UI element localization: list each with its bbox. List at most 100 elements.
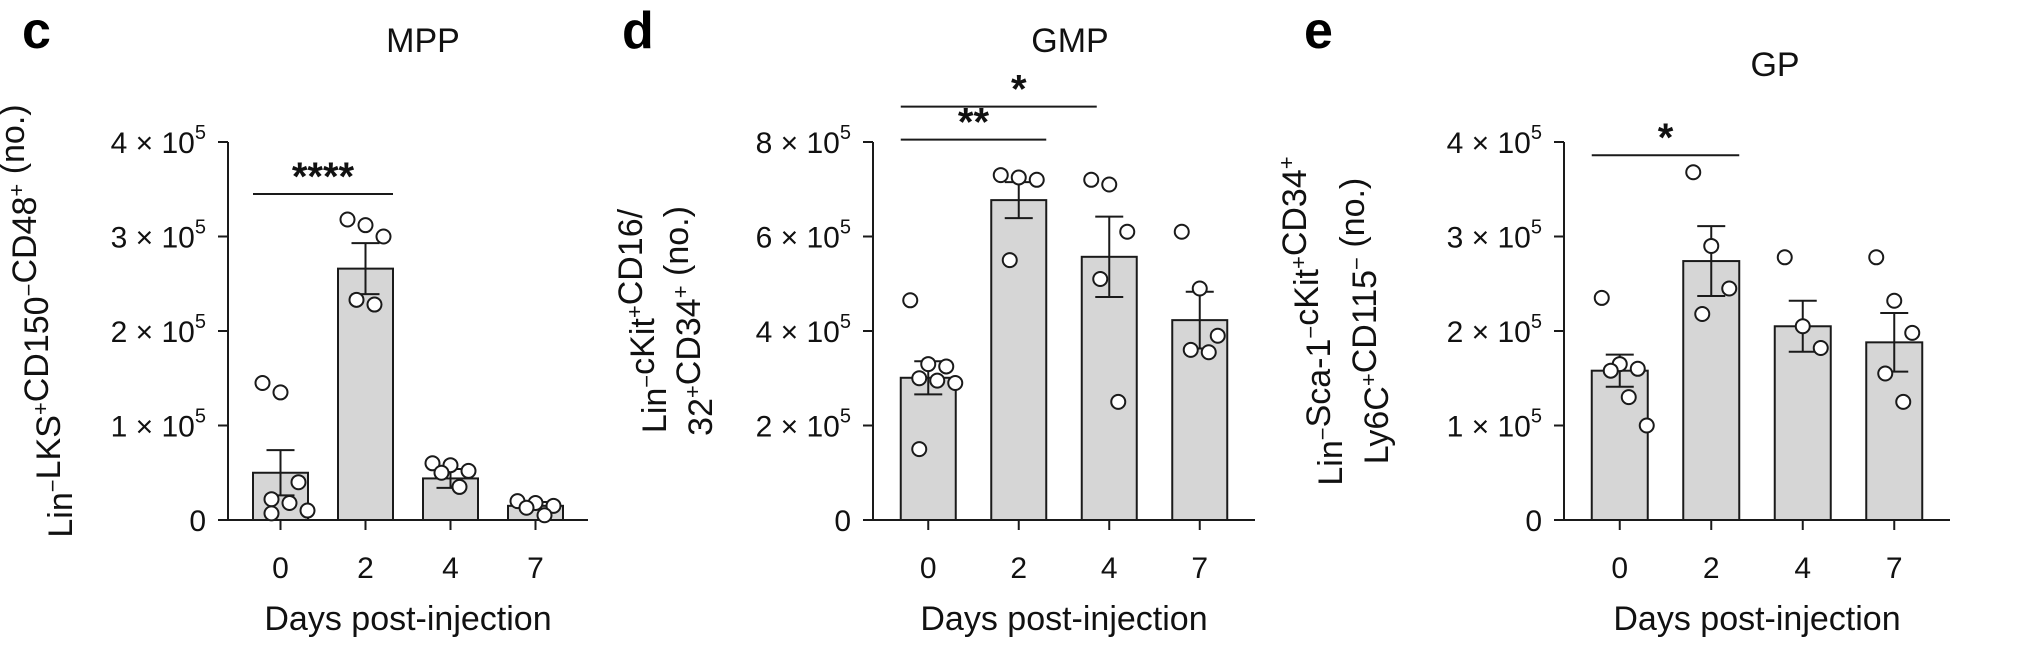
data-point [902,292,919,309]
data-point [1629,360,1646,377]
panel-letter-e: e [1304,2,1333,60]
data-point [1868,249,1885,266]
data-point [433,464,450,481]
data-point [518,499,535,516]
y-tick-label: 0 [189,505,206,538]
y-axis-label: Lin−LKS+CD150−CD48+ (no.) [0,104,80,537]
significance-label: * [1011,68,1027,112]
x-tick-label: 2 [1010,552,1027,585]
data-point [1010,169,1027,186]
bar [899,376,957,521]
data-point [254,374,271,391]
y-tick-label: 4 × 105 [756,311,851,349]
significance-label: * [1658,116,1674,160]
x-tick-label: 7 [1191,552,1208,585]
bar [1171,319,1229,521]
data-point [1904,324,1921,341]
data-point [1877,365,1894,382]
data-point [1776,249,1793,266]
data-point [281,494,298,511]
significance-label: ** [958,101,990,145]
x-tick-label: 4 [1794,552,1811,585]
data-point [263,505,280,522]
data-point [272,384,289,401]
significance-label: **** [292,155,355,199]
panel-letter-d: d [622,2,654,60]
bar [1080,255,1138,521]
data-point [947,374,964,391]
y-tick-label: 3 × 105 [111,217,206,255]
data-point [911,441,928,458]
y-tick-label: 2 × 105 [1447,311,1542,349]
data-point [1083,171,1100,188]
x-tick-label: 4 [442,552,459,585]
data-point [938,358,955,375]
data-point [992,167,1009,184]
x-tick-label: 7 [1886,552,1903,585]
data-point [348,291,365,308]
x-tick-label: 2 [357,552,374,585]
data-point [536,507,553,524]
panel-letter-c: c [22,2,51,60]
data-point [1001,252,1018,269]
x-tick-label: 0 [1611,552,1628,585]
data-point [1119,223,1136,240]
data-point [1694,305,1711,322]
chart-e: 0 1 × 105 2 × 105 3 × 105 4 × 105 0 2 4 7 * Days p… [1274,116,1950,638]
y-axis-label: Ly6C+CD115− (no.) [1334,178,1396,465]
data-point [263,491,280,508]
data-point [1703,237,1720,254]
data-point [1110,393,1127,410]
data-point [1812,340,1829,357]
y-tick-label: 4 × 105 [111,122,206,160]
data-point [1721,280,1738,297]
data-point [1209,327,1226,344]
bar [1682,260,1741,521]
data-point [299,502,316,519]
data-point [357,217,374,234]
x-axis-label: Days post-injection [920,600,1207,638]
y-tick-label: 2 × 105 [111,311,206,349]
y-tick-label: 6 × 105 [756,217,851,255]
y-tick-label: 2 × 105 [756,406,851,444]
data-point [1620,389,1637,406]
data-point [290,474,307,491]
data-point [1182,341,1199,358]
x-axis-label: Days post-injection [264,600,551,638]
bar [990,199,1048,521]
x-tick-label: 7 [527,552,544,585]
data-point [929,372,946,389]
panel-title-d: GMP [1031,22,1108,60]
data-point [460,462,477,479]
data-point [920,356,937,373]
data-point [1173,223,1190,240]
x-tick-label: 2 [1703,552,1720,585]
x-tick-label: 4 [1101,552,1118,585]
data-point [366,296,383,313]
data-point [1092,271,1109,288]
bar [1773,325,1832,521]
y-axis-label: 32+CD34+ (no.) [658,206,720,436]
y-tick-label: 4 × 105 [1447,122,1542,160]
data-point [1794,318,1811,335]
data-point [1028,171,1045,188]
x-axis-label: Days post-injection [1613,600,1900,638]
data-point [339,211,356,228]
data-point [1638,417,1655,434]
data-point [1101,176,1118,193]
x-tick-label: 0 [920,552,937,585]
y-tick-label: 1 × 105 [1447,406,1542,444]
y-axis-label: Lin−cKit+CD16/ [612,208,674,433]
data-point [1191,280,1208,297]
data-point [545,497,562,514]
data-point [911,370,928,387]
panel-title-e: GP [1750,46,1799,84]
y-axis-label: Lin−Sca-1−cKit+CD34+ [1274,156,1350,485]
data-point [451,478,468,495]
data-point [1593,289,1610,306]
data-point [1886,292,1903,309]
y-tick-label: 3 × 105 [1447,217,1542,255]
data-point [1602,362,1619,379]
